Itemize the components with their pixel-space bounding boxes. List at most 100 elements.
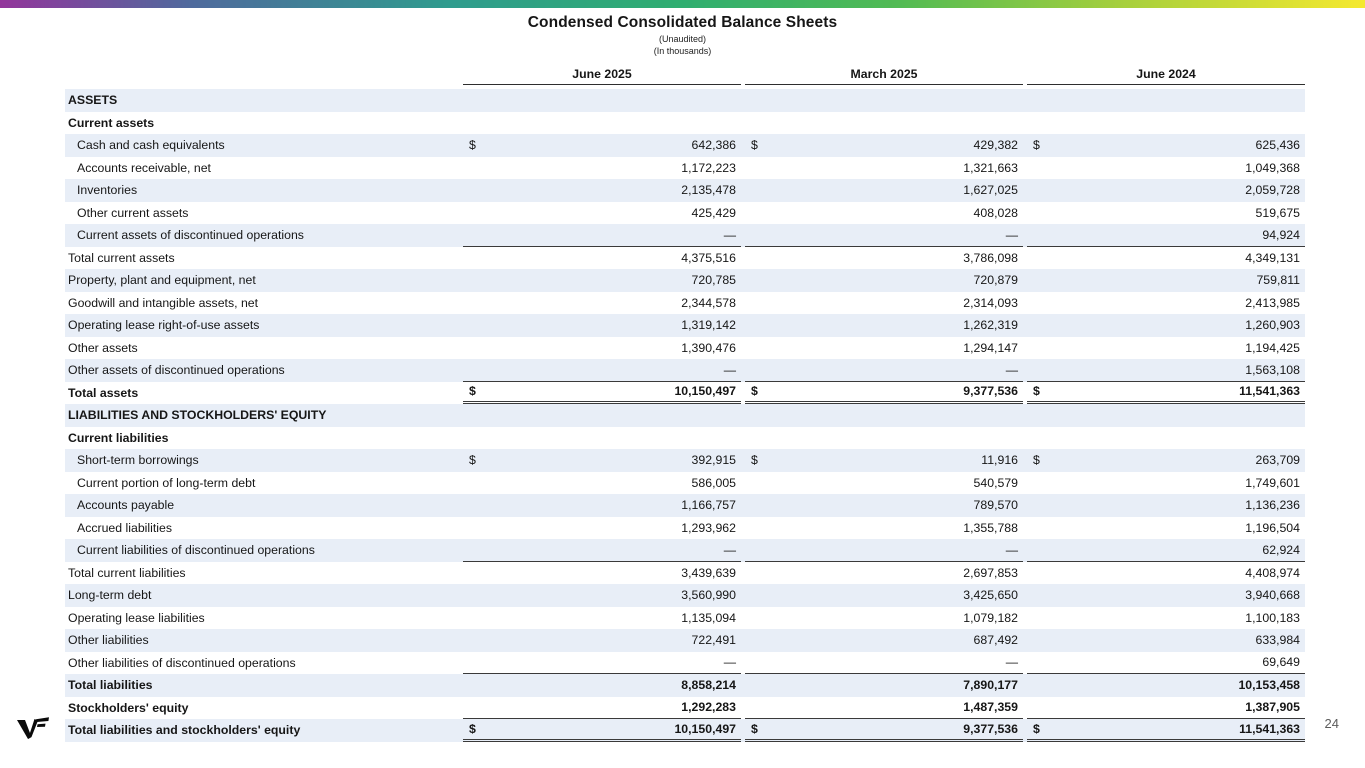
value-cell: 1,079,182 (745, 607, 1023, 630)
value-cell: 789,570 (745, 494, 1023, 517)
table-row: Current assets (65, 112, 1305, 135)
value-cell (1027, 89, 1305, 112)
table-row: Total liabilities 8,858,214 7,890,177 10,15… (65, 674, 1305, 697)
table-row: Current portion of long-term debt 586,005… (65, 472, 1305, 495)
amount: — (1005, 362, 1018, 377)
value-cell (745, 112, 1023, 135)
value-cell: — (463, 539, 741, 562)
value-cell: 540,579 (745, 472, 1023, 495)
amount: 789,570 (973, 498, 1018, 513)
value-cell: $625,436 (1027, 134, 1305, 157)
row-label: Inventories (77, 183, 138, 198)
amount: 2,697,853 (963, 565, 1018, 580)
amount: — (723, 542, 736, 557)
value-cell: 722,491 (463, 629, 741, 652)
amount: — (723, 227, 736, 242)
value-cell: 519,675 (1027, 202, 1305, 225)
value-cell: 1,293,962 (463, 517, 741, 540)
table-row: Stockholders' equity 1,292,283 1,487,359 1,… (65, 697, 1305, 719)
dollar-sign: $ (1033, 384, 1040, 399)
row-label: Total liabilities (68, 678, 153, 693)
value-cell: 8,858,214 (463, 674, 741, 697)
amount: 4,375,516 (681, 250, 736, 265)
amount: 720,879 (973, 273, 1018, 288)
amount: 1,294,147 (963, 340, 1018, 355)
value-cell (1027, 404, 1305, 427)
value-cell: 687,492 (745, 629, 1023, 652)
table-row: Cash and cash equivalents $642,386 $429,38… (65, 134, 1305, 157)
value-cell: 408,028 (745, 202, 1023, 225)
table-row: Other assets 1,390,476 1,294,147 1,194,425 (65, 337, 1305, 360)
column-header: March 2025 (745, 67, 1023, 85)
amount: 586,005 (691, 475, 736, 490)
amount: 3,425,650 (963, 588, 1018, 603)
value-cell: 633,984 (1027, 629, 1305, 652)
value-cell: 7,890,177 (745, 674, 1023, 697)
table-row: Goodwill and intangible assets, net 2,344… (65, 292, 1305, 315)
table-row: Current liabilities (65, 427, 1305, 450)
value-cell: 2,135,478 (463, 179, 741, 202)
dollar-sign: $ (751, 384, 758, 399)
value-cell: 94,924 (1027, 224, 1305, 247)
row-label: LIABILITIES AND STOCKHOLDERS' EQUITY (68, 408, 327, 423)
amount: 2,344,578 (681, 295, 736, 310)
value-cell: — (463, 359, 741, 382)
amount: — (723, 362, 736, 377)
amount: 1,292,283 (681, 700, 736, 715)
dollar-sign: $ (469, 138, 476, 153)
amount: 722,491 (691, 633, 736, 648)
row-label: ASSETS (68, 93, 118, 108)
value-cell: 69,649 (1027, 652, 1305, 674)
amount: 625,436 (1255, 138, 1300, 153)
amount: 1,196,504 (1245, 520, 1300, 535)
amount: 2,059,728 (1245, 183, 1300, 198)
page-title: Condensed Consolidated Balance Sheets (527, 14, 838, 31)
value-cell: 720,785 (463, 269, 741, 292)
amount: 69,649 (1262, 655, 1300, 670)
amount: — (723, 655, 736, 670)
table-row: Accounts payable 1,166,757 789,570 1,136,23… (65, 494, 1305, 517)
value-cell: 1,319,142 (463, 314, 741, 337)
amount: 1,319,142 (681, 318, 736, 333)
amount: 3,439,639 (681, 565, 736, 580)
value-cell: 1,387,905 (1027, 697, 1305, 719)
amount: 11,916 (981, 453, 1018, 468)
amount: 392,915 (691, 453, 736, 468)
amount: 7,890,177 (963, 678, 1018, 693)
value-cell: 1,749,601 (1027, 472, 1305, 495)
value-cell: $11,541,363 (1027, 382, 1305, 404)
amount: 1,749,601 (1245, 475, 1300, 490)
title-block: Condensed Consolidated Balance Sheets (U… (0, 14, 1365, 56)
value-cell: — (463, 224, 741, 247)
table-row: Current liabilities of discontinued oper… (65, 539, 1305, 562)
value-cell: 1,194,425 (1027, 337, 1305, 360)
amount: 11,541,363 (1239, 384, 1300, 399)
table-row: Other liabilities of discontinued operat… (65, 652, 1305, 674)
value-cell: $10,150,497 (463, 382, 741, 404)
subtitle-unaudited: (Unaudited) (658, 34, 707, 44)
value-cell: 3,425,650 (745, 584, 1023, 607)
table-row: Operating lease liabilities 1,135,094 1,07… (65, 607, 1305, 630)
value-cell: 1,390,476 (463, 337, 741, 360)
brand-gradient-bar (0, 0, 1365, 8)
amount: 642,386 (691, 138, 736, 153)
value-cell: 1,487,359 (745, 697, 1023, 719)
dollar-sign: $ (1033, 453, 1040, 468)
value-cell: 1,049,368 (1027, 157, 1305, 180)
subtitle-in-thousands: (In thousands) (653, 46, 712, 56)
amount: 10,150,497 (674, 721, 736, 736)
value-cell: 720,879 (745, 269, 1023, 292)
value-cell: 1,100,183 (1027, 607, 1305, 630)
amount: 1,172,223 (681, 160, 736, 175)
row-label: Cash and cash equivalents (77, 138, 225, 153)
amount: 1,387,905 (1245, 700, 1300, 715)
row-label: Other assets of discontinued operations (68, 363, 285, 378)
amount: 4,349,131 (1245, 250, 1300, 265)
value-cell: 1,627,025 (745, 179, 1023, 202)
amount: 1,135,094 (681, 610, 736, 625)
amount: 1,136,236 (1245, 498, 1300, 513)
amount: 1,262,319 (963, 318, 1018, 333)
table-row: Long-term debt 3,560,990 3,425,650 3,940,66… (65, 584, 1305, 607)
value-cell: — (745, 359, 1023, 382)
value-cell (1027, 112, 1305, 135)
